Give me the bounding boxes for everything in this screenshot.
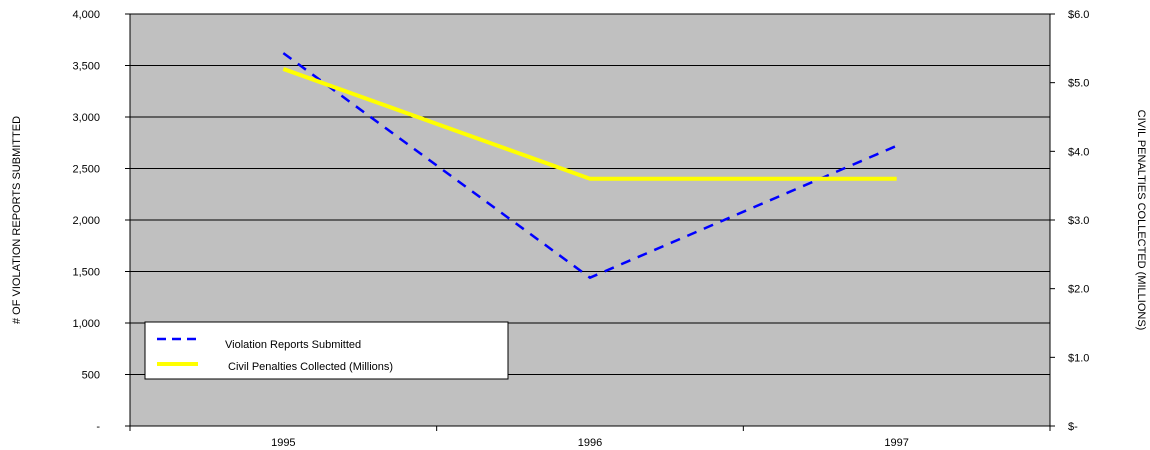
legend-label-penalties: Civil Penalties Collected (Millions) xyxy=(228,361,393,373)
legend: Violation Reports Submitted Civil Penalt… xyxy=(144,321,509,380)
x-tick-label: 1997 xyxy=(884,437,908,449)
left-tick-label: - xyxy=(96,421,100,433)
legend-label-violations: Violation Reports Submitted xyxy=(225,339,361,351)
left-axis-title: # OF VIOLATION REPORTS SUBMITTED xyxy=(11,116,23,324)
right-tick-label: $1.0 xyxy=(1068,352,1089,364)
right-tick-label: $3.0 xyxy=(1068,215,1089,227)
left-tick-label: 3,000 xyxy=(72,112,100,124)
left-tick-label: 2,500 xyxy=(72,164,100,176)
x-tick-label: 1996 xyxy=(578,437,602,449)
right-tick-label: $5.0 xyxy=(1068,78,1089,90)
right-tick-label: $4.0 xyxy=(1068,146,1089,158)
right-axis-ticks: $- $1.0 $2.0 $3.0 $4.0 $5.0 $6.0 xyxy=(1050,9,1089,433)
x-tick-label: 1995 xyxy=(271,437,295,449)
right-tick-label: $2.0 xyxy=(1068,284,1089,296)
legend-box xyxy=(144,321,509,380)
left-tick-label: 500 xyxy=(82,370,100,382)
x-axis-ticks: 1995 1996 1997 xyxy=(129,426,1051,449)
series-line-0 xyxy=(282,52,898,280)
left-axis-ticks: - 500 1,000 1,500 2,000 2,500 3,000 3,500 4,000 xyxy=(72,9,130,433)
series-layer xyxy=(282,52,898,280)
left-tick-label: 2,000 xyxy=(72,215,100,227)
right-tick-label: $- xyxy=(1068,421,1078,433)
right-tick-label: $6.0 xyxy=(1068,9,1089,21)
series-line-1 xyxy=(282,67,897,181)
left-tick-label: 3,500 xyxy=(72,61,100,73)
right-axis-title: CIVIL PENALTIES COLLECTED (MILLIONS) xyxy=(1135,110,1147,331)
left-tick-label: 1,000 xyxy=(72,318,100,330)
left-tick-label: 4,000 xyxy=(72,9,100,21)
left-tick-label: 1,500 xyxy=(72,267,100,279)
